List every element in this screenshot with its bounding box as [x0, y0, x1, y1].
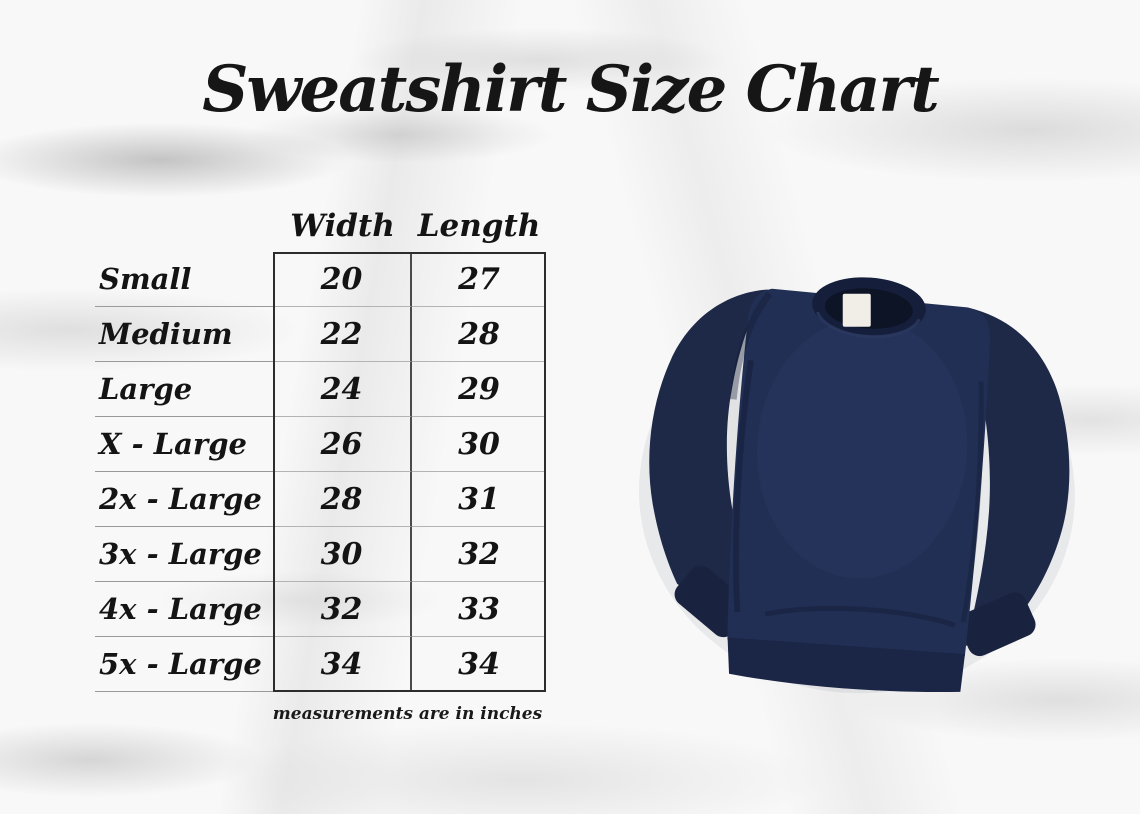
- length-value-cell: 34: [458, 647, 500, 682]
- size-label-cell: 5x - Large: [95, 637, 273, 692]
- table-header-row: Width Length: [95, 192, 547, 252]
- size-label-cell: 3x - Large: [95, 527, 273, 582]
- right-cuff: [958, 592, 1036, 657]
- left-sleeve: [649, 289, 768, 622]
- size-label-cell: Medium: [95, 307, 273, 362]
- table-row: Large 24 29: [95, 362, 547, 417]
- table-body: Small 20 27 Medium 22 28 Large 24 29 X - Large 26 3…: [95, 252, 547, 692]
- size-label-cell: Small: [95, 252, 273, 307]
- width-value-cell: 26: [273, 417, 412, 472]
- collar-rib-highlight: [816, 311, 921, 339]
- table-row: 2x - Large 28 31: [95, 472, 547, 527]
- length-value-cell: 33: [412, 582, 546, 637]
- table-row: 4x - Large 32 33: [95, 582, 547, 637]
- table-row: X - Large 26 30: [95, 417, 547, 472]
- table-row: 5x - Large 34 34: [95, 637, 547, 692]
- size-label-cell: 2x - Large: [95, 472, 273, 527]
- page-title: Sweatshirt Size Chart: [202, 52, 940, 127]
- size-label-cell: Large: [95, 362, 273, 417]
- size-label-cell: X - Large: [95, 417, 273, 472]
- width-value-cell: 28: [273, 472, 412, 527]
- fabric-highlight: [756, 318, 968, 579]
- column-header-width: Width: [290, 208, 395, 244]
- right-sleeve: [965, 307, 1070, 647]
- width-value-cell: 20: [273, 252, 412, 307]
- length-value-cell: 29: [412, 362, 546, 417]
- width-value-cell: 22: [273, 307, 412, 362]
- table-row: Medium 22 28: [95, 307, 547, 362]
- table-row: Small 20 27: [95, 252, 547, 307]
- width-value-cell: 24: [273, 362, 412, 417]
- size-table: Width Length Small 20 27 Medium 22 28 Large 24 2…: [95, 192, 547, 692]
- measurements-note: measurements are in inches: [272, 704, 543, 724]
- width-value-cell: 30: [273, 527, 412, 582]
- length-value-cell: 27: [412, 252, 546, 307]
- column-header-length: Length: [417, 208, 541, 244]
- seam-right: [960, 381, 984, 623]
- width-value-cell: 32: [273, 582, 412, 637]
- width-value-cell: 34: [273, 637, 412, 692]
- neck-tag: [842, 293, 871, 327]
- seam-left: [732, 360, 754, 613]
- length-value-cell: 28: [412, 307, 546, 362]
- hem-band: [727, 637, 965, 693]
- sweatshirt-photo: [639, 277, 1075, 694]
- size-label-cell: 4x - Large: [95, 582, 273, 637]
- shoulder-shade-left: [729, 291, 773, 400]
- shirt-body: [727, 288, 991, 657]
- length-value-cell: 31: [412, 472, 546, 527]
- length-value-cell: 30: [412, 417, 546, 472]
- length-value-cell: 32: [412, 527, 546, 582]
- crease-hem: [764, 605, 956, 628]
- table-row: 3x - Large 30 32: [95, 527, 547, 582]
